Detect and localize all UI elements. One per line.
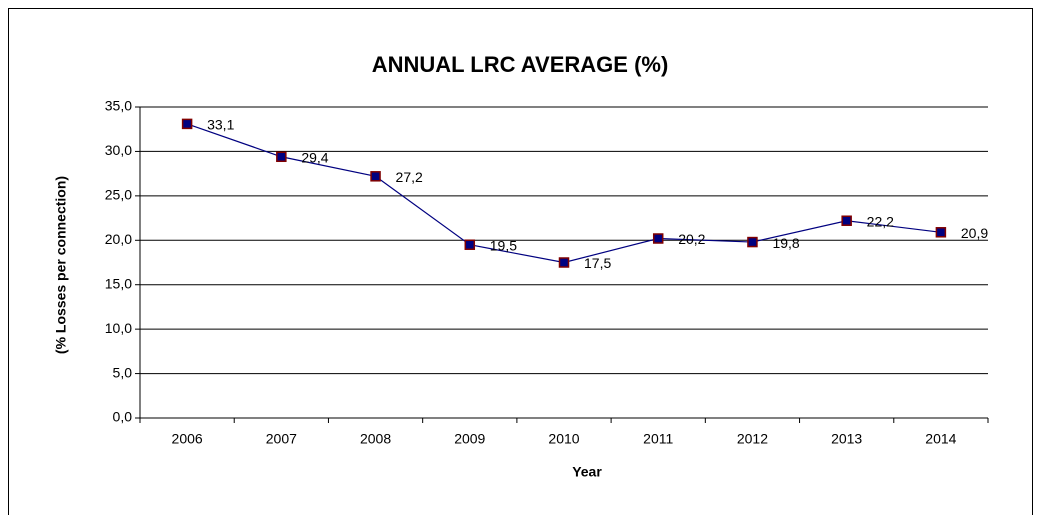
x-axis-label: Year xyxy=(572,464,602,480)
x-tick-label: 2011 xyxy=(643,431,673,447)
x-tick-label: 2006 xyxy=(172,431,203,447)
marker xyxy=(558,257,570,268)
y-tick-label: 25,0 xyxy=(105,187,132,203)
data-label: 19,5 xyxy=(490,237,517,253)
x-tick-label: 2009 xyxy=(454,431,485,447)
y-tick-label: 35,0 xyxy=(105,98,132,114)
x-tick-label: 2008 xyxy=(360,431,391,447)
marker xyxy=(935,227,947,238)
x-tick-label: 2012 xyxy=(737,431,768,447)
marker xyxy=(747,236,758,248)
data-label: 17,5 xyxy=(584,255,611,271)
marker xyxy=(181,118,193,130)
y-axis-label: (% Losses per connection) xyxy=(53,176,69,354)
data-label: 29,4 xyxy=(301,149,328,165)
marker xyxy=(652,233,664,244)
chart-title: ANNUAL LRC AVERAGE (%) xyxy=(372,52,669,77)
x-tick-label: 2013 xyxy=(831,431,862,447)
y-tick-label: 15,0 xyxy=(105,275,132,291)
y-tick-label: 0,0 xyxy=(113,409,133,425)
chart-border xyxy=(8,8,1033,515)
data-label: 33,1 xyxy=(207,117,234,133)
x-tick-label: 2007 xyxy=(266,431,297,447)
data-label: 27,2 xyxy=(396,169,423,185)
x-tick-label: 2014 xyxy=(925,431,956,447)
x-tick-label: 2010 xyxy=(548,431,579,447)
y-tick-label: 5,0 xyxy=(113,364,133,380)
data-label: 20,2 xyxy=(678,231,705,247)
marker xyxy=(276,151,287,163)
marker xyxy=(841,215,852,226)
data-label: 20,9 xyxy=(961,225,988,241)
y-tick-label: 10,0 xyxy=(105,320,132,336)
marker xyxy=(464,239,476,250)
data-label: 19,8 xyxy=(772,235,799,251)
marker xyxy=(370,171,381,182)
y-tick-label: 20,0 xyxy=(105,231,132,247)
data-label: 22,2 xyxy=(867,213,894,229)
y-tick-label: 30,0 xyxy=(105,142,132,158)
